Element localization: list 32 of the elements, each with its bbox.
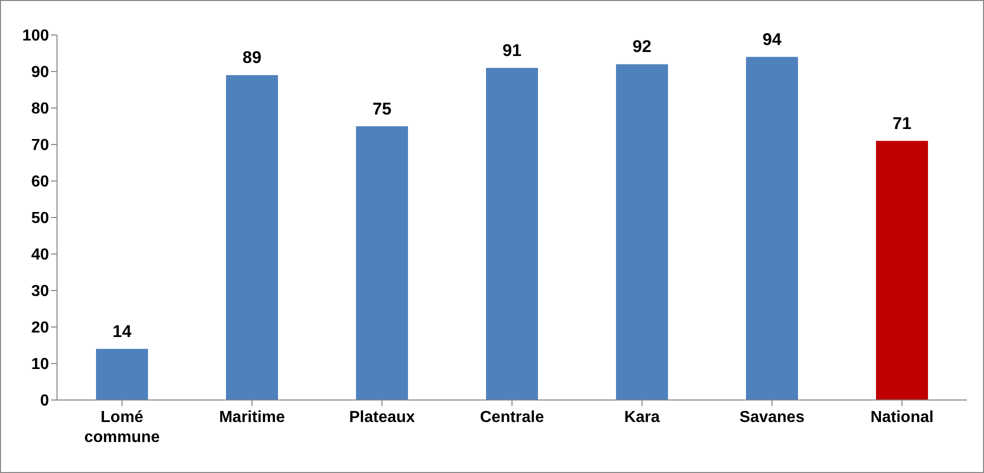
- y-tick-label: 90: [31, 64, 50, 82]
- bar: [876, 140, 928, 400]
- data-label: 91: [502, 40, 522, 60]
- data-label: 92: [632, 37, 652, 56]
- y-tick-label: 30: [31, 283, 50, 300]
- y-tick-label: 70: [31, 137, 50, 154]
- y-tick-label: 60: [31, 174, 50, 191]
- x-tick-label: Maritime: [219, 409, 285, 426]
- y-tick-label: 10: [31, 356, 50, 374]
- data-label: 75: [372, 99, 392, 118]
- data-label: 89: [242, 48, 262, 68]
- x-tick-label: Centrale: [480, 409, 544, 426]
- bar: [616, 64, 668, 400]
- x-tick-label: Savanes: [740, 409, 805, 426]
- y-tick-label: 50: [31, 210, 50, 228]
- data-label: 94: [762, 30, 782, 49]
- y-tick-label: 100: [22, 28, 50, 45]
- bar: [746, 56, 798, 400]
- x-tick-label: Lomé commune: [84, 409, 160, 446]
- x-tick-label: National: [870, 409, 934, 426]
- y-tick-label: 80: [31, 100, 50, 118]
- bar: [356, 126, 408, 400]
- data-label: 71: [892, 114, 912, 133]
- data-label: 14: [112, 322, 132, 341]
- y-tick-label: 0: [40, 392, 50, 410]
- x-tick-label: Kara: [624, 409, 660, 426]
- y-tick-label: 20: [31, 320, 50, 337]
- bar: [96, 348, 148, 400]
- x-tick-label: Plateaux: [349, 409, 416, 426]
- bar: [226, 75, 278, 400]
- y-tick-label: 40: [31, 246, 50, 264]
- bar: [486, 68, 538, 400]
